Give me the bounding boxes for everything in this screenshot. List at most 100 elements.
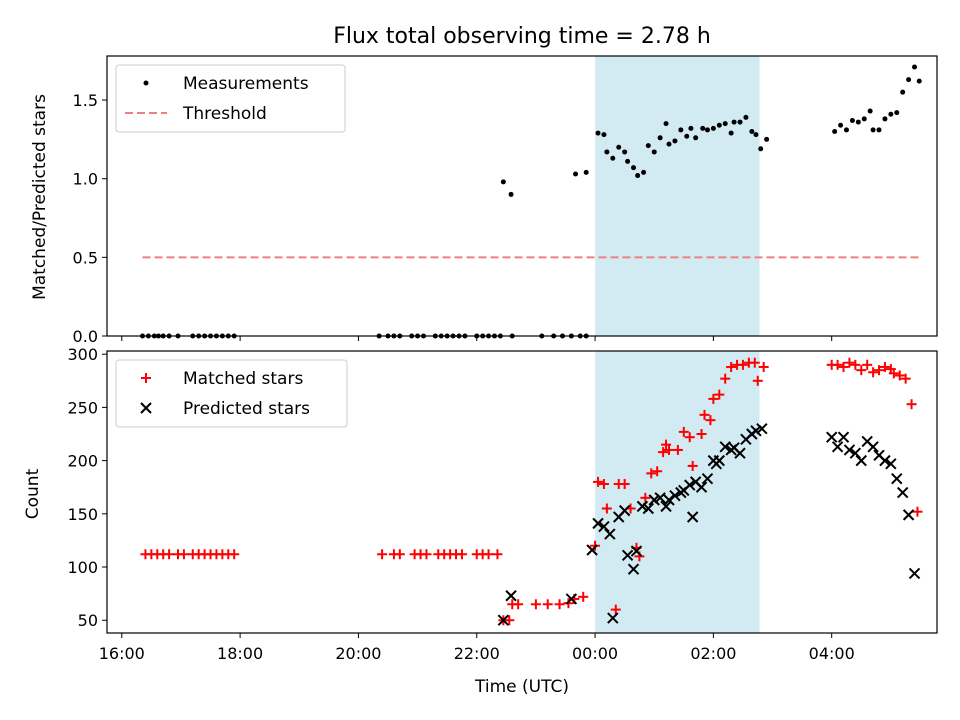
data-point [492,549,503,560]
data-point [592,517,604,530]
data-point [861,116,867,122]
data-point [693,135,699,141]
count-panel: 50 100 150 200 250 300 16:00 18:00 20:00 22:00 00:… [67,345,938,663]
data-point [625,158,631,164]
y-tick-label: 0.5 [73,248,98,267]
y-tick-label: 200 [67,452,98,471]
data-point [855,119,861,125]
legend-label: Measurements [183,74,309,94]
data-point [664,444,675,455]
data-point [749,129,755,135]
data-point [734,447,746,459]
data-point [722,121,728,127]
data-point [619,479,630,490]
legend-label: Matched stars [183,369,303,389]
data-point [640,492,651,503]
x-axis-label: Time (UTC) [474,677,569,697]
data-point [678,426,689,437]
data-point [879,454,891,467]
data-point [867,441,879,453]
data-point [879,361,890,372]
data-point [849,117,855,123]
data-point [654,492,666,504]
legend-marker [143,80,149,86]
data-point [610,604,621,615]
data-point [838,122,844,128]
y-tick-label: 250 [67,398,98,417]
data-point [642,502,655,515]
data-point [891,472,903,485]
data-point [645,143,651,149]
data-point [900,373,911,384]
data-point [663,494,675,506]
data-point [604,149,610,155]
data-point [696,429,707,440]
data-point [578,591,589,602]
data-point [867,108,873,114]
data-point [684,133,690,139]
data-point [701,472,714,485]
data-point [894,110,900,116]
plot-frame [106,350,938,634]
data-point [394,549,405,560]
data-point [894,370,905,381]
data-point [672,444,683,455]
data-point [573,171,579,177]
data-point [663,121,669,127]
x-tick-label: 04:00 [809,644,855,663]
data-point [764,136,770,142]
data-point [483,549,494,560]
data-point [844,357,855,368]
data-point [885,458,897,470]
data-point [752,375,763,386]
data-point [678,127,684,133]
data-point [601,503,612,514]
data-point [831,441,844,453]
data-point [916,78,922,84]
data-point [598,479,609,490]
data-point [704,127,710,133]
data-point [838,361,849,372]
x-tick-label: 22:00 [454,644,500,663]
data-point [906,77,912,83]
y-tick-label: 100 [67,558,98,577]
x-tick-label: 02:00 [690,644,736,663]
legend: Measurements Threshold [115,64,346,133]
data-point [554,599,565,610]
data-point [686,511,699,523]
data-point [651,149,657,155]
data-point [542,599,553,610]
data-point [593,476,604,487]
data-point [912,506,923,517]
data-point [753,132,759,138]
data-point [832,359,843,370]
data-point [586,544,598,556]
legend-box [115,64,346,133]
data-point [666,141,672,147]
data-point [710,125,716,131]
data-point [500,179,506,185]
data-point [421,549,432,560]
y-tick-label: 0.0 [73,327,98,346]
data-point [855,454,867,467]
x-tick-label: 18:00 [217,644,263,663]
data-point [876,127,882,133]
y-tick-label: 1.0 [73,170,98,189]
data-point [595,130,601,136]
data-point [631,165,637,171]
legend-marker [141,373,151,383]
y-tick-label: 150 [67,505,98,524]
data-point [687,460,698,471]
data-point [657,135,663,141]
data-point [856,365,867,376]
data-point [229,549,240,560]
data-point [756,422,768,435]
data-point [598,520,610,533]
data-point [862,359,873,370]
data-point [908,567,921,580]
data-point [618,504,631,517]
data-point [513,599,524,610]
data-point [497,614,510,626]
data-point [758,361,769,372]
data-point [641,169,647,175]
